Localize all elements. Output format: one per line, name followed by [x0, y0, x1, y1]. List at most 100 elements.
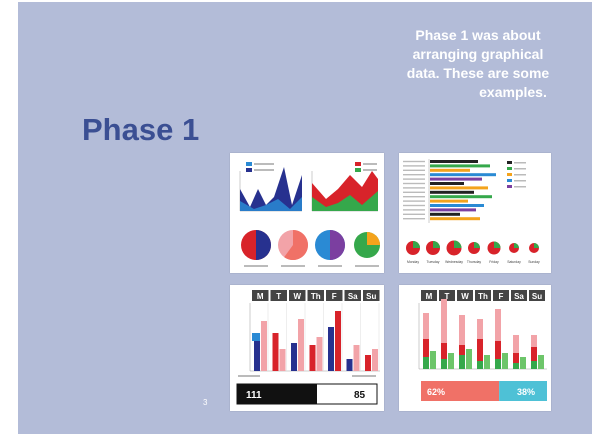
legend-swatch [355, 168, 361, 172]
bar-segment [466, 349, 472, 369]
bar-segment [441, 343, 447, 359]
day-header-row: M T W Th F Sa Su [252, 290, 380, 301]
hbar [430, 177, 482, 181]
bubble-label: Tuesday [427, 260, 440, 264]
bar [279, 349, 286, 371]
pie-slice [330, 230, 345, 260]
pie-slice [367, 232, 380, 245]
bar-segment [477, 361, 483, 369]
hbar [430, 208, 476, 212]
bar [346, 359, 353, 371]
hbar [430, 190, 474, 194]
pie-caption-placeholder [318, 265, 342, 267]
bar-segment [513, 335, 519, 353]
day-header-label: Th [478, 292, 488, 301]
percent-left-label: 62% [427, 387, 445, 397]
bar-segment [423, 357, 429, 369]
day-header-cell [421, 290, 437, 301]
legend-text-placeholder [254, 163, 274, 165]
bar-segment [495, 309, 501, 341]
caption-line: Phase 1 was about [415, 27, 541, 43]
hbar [430, 186, 488, 190]
day-header-cell [511, 290, 527, 301]
thumbnail-area-pies [230, 153, 384, 273]
hbar-label-placeholder [403, 204, 425, 207]
page-number: 3 [203, 398, 208, 407]
area-series-green [312, 191, 378, 211]
percent-bar-right [499, 381, 547, 401]
bar-segment [423, 313, 429, 339]
day-header-cell [326, 290, 343, 301]
bubble-label: Sunday [528, 260, 540, 264]
legend-text-placeholder [363, 169, 377, 171]
day-header-label: M [257, 292, 264, 301]
day-header-label: F [332, 292, 337, 301]
caption-line: examples. [479, 84, 547, 100]
percent-bar-left [421, 381, 500, 401]
thumbnail-progress: M T W Th F Sa Su 62% 38% [399, 285, 551, 411]
day-header-cell [493, 290, 509, 301]
hbar-label-placeholder [403, 191, 425, 193]
progress-graphic: M T W Th F Sa Su 62% 38% [418, 290, 547, 401]
hbar-label-placeholder [403, 196, 425, 198]
hbar [430, 182, 464, 185]
horizontal-bar-chart [403, 160, 496, 221]
legend-swatch [355, 162, 361, 166]
bar-segment [538, 355, 544, 369]
bar [353, 345, 360, 371]
bar-segment [531, 347, 537, 361]
pie-slice [284, 230, 308, 260]
area-series-blue [240, 197, 302, 211]
hbar [430, 212, 460, 216]
day-header-label: T [276, 292, 281, 301]
day-header-cell [439, 290, 455, 301]
area-chart-left [239, 162, 302, 212]
day-header-label: F [499, 292, 504, 301]
hbar-label-placeholder [403, 178, 425, 180]
stacked-bar-chart [423, 299, 544, 369]
footer-caption-placeholder [352, 375, 376, 377]
page-margin [0, 0, 18, 440]
legend-text-placeholder [363, 163, 377, 165]
bar-segment [441, 359, 447, 369]
bar-segment [459, 345, 465, 355]
bar-segment [448, 353, 454, 369]
percent-right-label: 38% [517, 387, 535, 397]
hbar-label-placeholder [403, 213, 425, 215]
legend-swatch [246, 168, 252, 172]
hbar-label-placeholder [403, 200, 425, 202]
hbar [430, 164, 490, 168]
area-pies-graphic [239, 162, 380, 267]
day-header-label: W [293, 292, 301, 301]
bar [365, 355, 371, 371]
pie-caption-placeholder [355, 265, 379, 267]
hbar [430, 199, 468, 203]
bar-segment [441, 299, 447, 343]
bar [254, 341, 260, 371]
day-header-cell [252, 290, 269, 301]
slide-title: Phase 1 [82, 112, 200, 147]
day-header-cell [270, 290, 287, 301]
caption-line: arranging graphical [412, 46, 544, 62]
day-header-label: Th [311, 292, 321, 301]
hbar [430, 217, 480, 221]
bar-segment [531, 361, 537, 369]
day-header-label: Su [366, 292, 376, 301]
weekly-bar-chart [252, 303, 380, 371]
bar-segment [484, 355, 490, 369]
footer-caption-placeholder [238, 375, 260, 377]
hbar [430, 160, 478, 163]
day-header-label: Sa [514, 292, 524, 301]
area-series-red [312, 171, 378, 211]
bar-segment [513, 363, 519, 369]
bubble-day-labels: Monday Tuesday Wednesday Thursday Friday… [407, 260, 540, 264]
hbar-label-placeholder [403, 160, 425, 163]
bubble-row [406, 240, 539, 256]
bar-segment [459, 315, 465, 345]
bar-segment [531, 335, 537, 347]
bar [372, 349, 378, 371]
bar [291, 343, 297, 371]
bar-segment [502, 353, 508, 369]
bar-segment [477, 339, 483, 361]
bar-segment [459, 355, 465, 369]
